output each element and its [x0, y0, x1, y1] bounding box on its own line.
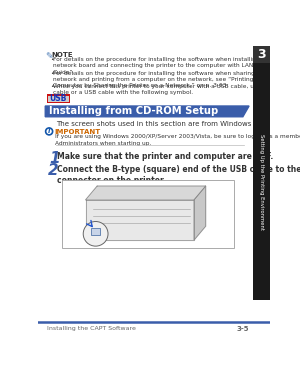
Bar — [91, 229, 100, 235]
Bar — [48, 96, 68, 102]
Text: •: • — [50, 84, 54, 89]
Text: 3-5: 3-5 — [237, 326, 249, 332]
Text: Installing from CD-ROM Setup: Installing from CD-ROM Setup — [49, 107, 218, 117]
Text: Setting Up the Printing Environment: Setting Up the Printing Environment — [259, 134, 264, 230]
Polygon shape — [85, 186, 206, 200]
Text: When you connect this printer to your computer with a USB cable, use the supplie: When you connect this printer to your co… — [53, 84, 300, 95]
Polygon shape — [194, 186, 206, 240]
Text: •: • — [50, 71, 54, 76]
Bar — [253, 46, 270, 63]
Text: Make sure that the printer and computer are OFF.: Make sure that the printer and computer … — [57, 152, 273, 161]
Circle shape — [83, 222, 108, 246]
Circle shape — [46, 128, 52, 135]
Text: NOTE: NOTE — [52, 52, 73, 58]
Text: USB: USB — [50, 95, 67, 103]
Bar — [62, 180, 234, 248]
Text: IMPORTANT: IMPORTANT — [55, 129, 101, 135]
Bar — [253, 63, 270, 300]
Bar — [47, 95, 70, 103]
Polygon shape — [45, 106, 249, 117]
Text: For details on the procedure for installing the software when sharing this print: For details on the procedure for install… — [53, 71, 300, 88]
Text: •: • — [50, 57, 54, 62]
Text: i: i — [48, 129, 50, 134]
Polygon shape — [85, 200, 194, 240]
Text: If you are using Windows 2000/XP/Server 2003/Vista, be sure to log on as a membe: If you are using Windows 2000/XP/Server … — [55, 134, 300, 146]
Text: 2: 2 — [48, 163, 59, 178]
Text: Installing the CAPT Software: Installing the CAPT Software — [47, 326, 136, 331]
Text: For details on the procedure for installing the software when installing the opt: For details on the procedure for install… — [53, 57, 297, 74]
Text: Connect the B-type (square) end of the USB cable to the USB
connector on the pri: Connect the B-type (square) end of the U… — [57, 164, 300, 185]
Text: 3: 3 — [257, 48, 266, 61]
Text: 1: 1 — [49, 151, 60, 166]
Text: The screen shots used in this section are from Windows XP.: The screen shots used in this section ar… — [56, 121, 264, 127]
Text: ✎: ✎ — [45, 52, 53, 61]
